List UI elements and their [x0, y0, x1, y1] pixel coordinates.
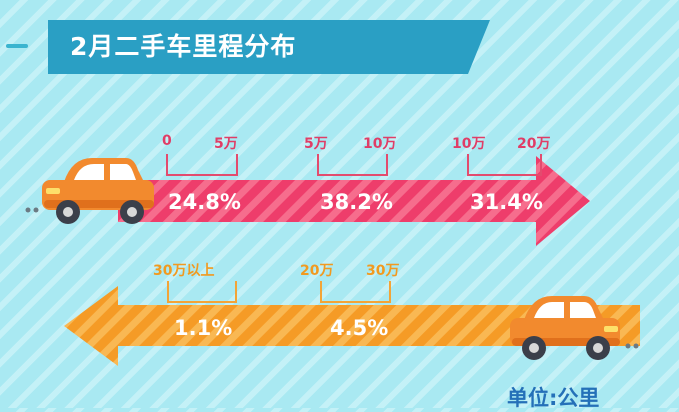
- range-percent: 4.5%: [330, 316, 389, 340]
- page-title: 2月二手车里程分布: [70, 32, 297, 61]
- range-start-label: 20万: [300, 263, 334, 279]
- range-end-label: 30万: [366, 263, 400, 279]
- range-bracket: [167, 281, 237, 303]
- range-percent: 31.4%: [470, 190, 543, 214]
- range-end-label: 10万: [363, 136, 397, 152]
- title-banner: [0, 18, 500, 76]
- range-end-label: 5万: [214, 136, 238, 152]
- range-start-label: 5万: [304, 136, 328, 152]
- car-icon: [25, 158, 154, 224]
- unit-label: 单位:公里: [507, 386, 600, 410]
- range-start-label: 30万以上: [153, 263, 215, 279]
- range-bracket: [166, 154, 238, 176]
- range-percent: 1.1%: [174, 316, 233, 340]
- range-end-label: 20万: [517, 136, 551, 152]
- car-icon: [510, 296, 639, 360]
- range-start-label: 0: [162, 133, 172, 149]
- range-percent: 38.2%: [320, 190, 393, 214]
- range-bracket: [317, 154, 388, 176]
- decor-dash: [6, 44, 28, 48]
- range-bracket: [320, 281, 391, 303]
- range-percent: 24.8%: [168, 190, 241, 214]
- range-start-label: 10万: [452, 136, 486, 152]
- range-bracket: [467, 154, 542, 176]
